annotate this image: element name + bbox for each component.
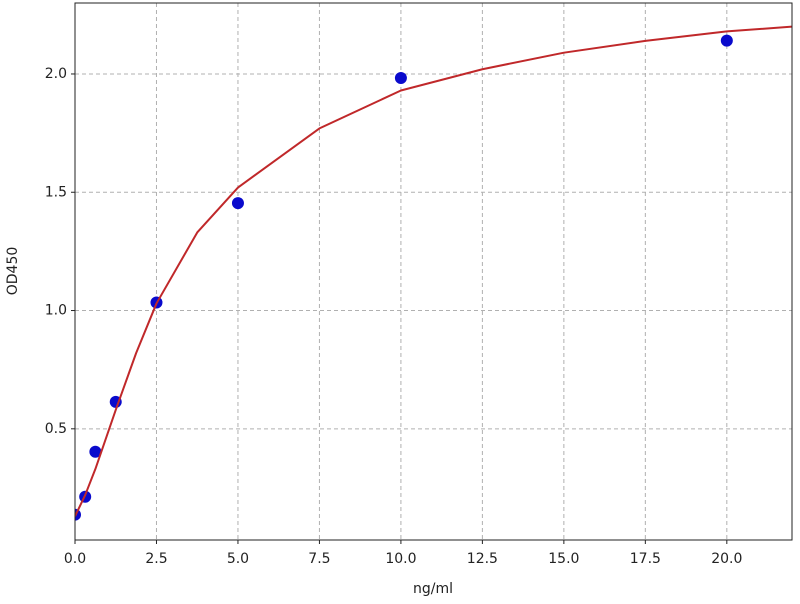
x-tick-label: 7.5 xyxy=(308,551,330,567)
x-tick-label: 2.5 xyxy=(145,551,167,567)
y-tick-label: 1.5 xyxy=(45,184,67,200)
x-tick-label: 10.0 xyxy=(385,551,416,567)
x-tick-label: 15.0 xyxy=(548,551,579,567)
labels: 0.0 2.5 5.0 7.5 10.0 12.5 15.0 17.5 20.0 0.5 1.0 1.… xyxy=(45,66,743,567)
y-tick-label: 0.5 xyxy=(45,421,67,437)
x-tick-label: 20.0 xyxy=(711,551,742,567)
x-tick-label: 0.0 xyxy=(64,551,86,567)
plot-area xyxy=(75,3,792,540)
fit-curve xyxy=(75,25,792,517)
data-point xyxy=(720,34,733,47)
x-tick-label: 5.0 xyxy=(227,551,249,567)
x-tick-label: 12.5 xyxy=(467,551,498,567)
data-point xyxy=(394,71,407,84)
x-axis-label: ng/ml xyxy=(413,581,453,597)
x-tick-label: 17.5 xyxy=(630,551,661,567)
data-point xyxy=(231,197,244,210)
grid xyxy=(74,3,792,540)
y-tick-label: 2.0 xyxy=(45,66,67,82)
y-axis-label: OD450 xyxy=(5,247,21,296)
plot-frame xyxy=(74,2,793,541)
marks xyxy=(75,25,792,521)
data-point xyxy=(89,445,102,458)
y-tick-label: 1.0 xyxy=(45,303,67,319)
